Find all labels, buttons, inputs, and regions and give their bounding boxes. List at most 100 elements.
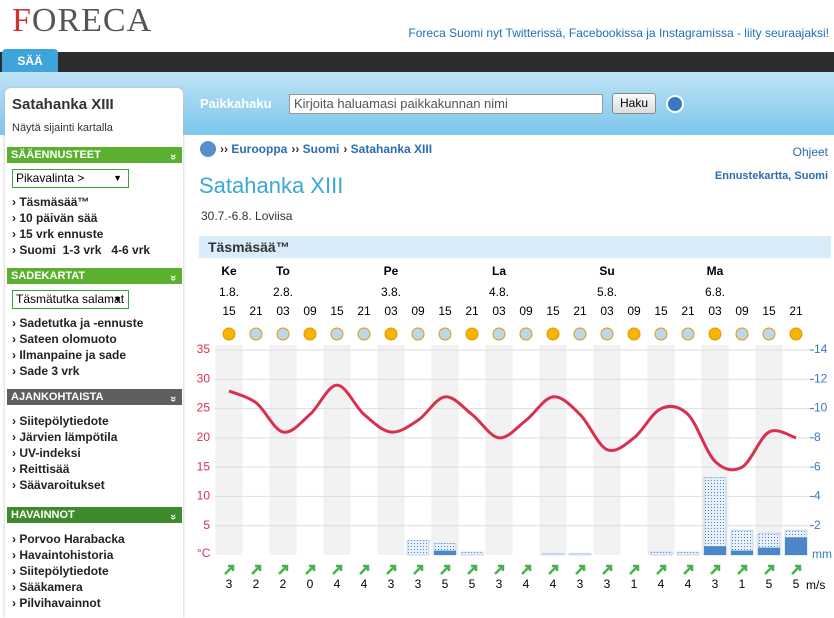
sidebar-link[interactable]: Siitepölytiedote — [12, 414, 108, 428]
wind-value: 5 — [793, 577, 800, 591]
y-tick-label: 30 — [197, 371, 211, 385]
weather-icon — [249, 327, 263, 341]
sidebar-link[interactable]: 15 vrk ennuste — [12, 227, 103, 241]
wind-value: 4 — [523, 577, 530, 591]
precip-bar — [785, 537, 807, 555]
sidebar-link[interactable]: Porvoo Harabacka — [12, 532, 124, 546]
weather-icon — [789, 327, 803, 341]
breadcrumb-link[interactable]: Eurooppa — [220, 142, 287, 156]
globe-icon — [200, 141, 216, 157]
precip-bar — [649, 551, 673, 556]
wind-arrow — [656, 564, 667, 575]
y2-tick-label: 2 — [814, 518, 821, 532]
map-link[interactable]: Näytä sijainti kartalla — [12, 122, 113, 134]
day-label: To — [276, 264, 290, 278]
y2-tick-label: 10 — [814, 401, 828, 415]
dropdown[interactable]: Pikavalinta > — [12, 169, 129, 188]
sidebar-link[interactable]: Havaintohistoria — [12, 548, 113, 562]
wind-arrow — [521, 564, 532, 575]
y-tick-label: 20 — [197, 430, 211, 444]
weather-icon — [303, 327, 317, 341]
day-label: Su — [599, 264, 614, 278]
chart-title: Täsmäsää™ — [199, 236, 831, 258]
sidebar-link[interactable]: Reittisää — [12, 462, 69, 476]
logo[interactable]: FORECA — [12, 2, 153, 39]
y-tick-label: 10 — [197, 489, 211, 503]
wind-value: 2 — [280, 577, 287, 591]
wind-value: 1 — [631, 577, 638, 591]
wind-unit: m/s — [806, 578, 825, 592]
x-tick-label: 09 — [627, 304, 641, 318]
wind-arrow — [737, 564, 748, 575]
sidebar-link[interactable]: Siitepölytiedote — [12, 564, 108, 578]
x-tick-label: 03 — [384, 304, 398, 318]
breadcrumb: Eurooppa Suomi Satahanka XIII — [220, 142, 436, 156]
y-unit: °C — [197, 546, 211, 560]
sidebar-link[interactable]: Sadetutka ja -ennuste — [12, 316, 143, 330]
precip-bar — [541, 553, 565, 556]
sidebar-link[interactable]: Sade 3 vrk — [12, 364, 79, 378]
sidebar-link[interactable]: Suomi 1-3 vrk 4-6 vrk — [12, 243, 150, 257]
wind-arrow — [791, 564, 802, 575]
search-input[interactable]: Kirjoita haluamasi paikkakunnan nimi — [289, 94, 603, 114]
breadcrumb-link[interactable]: Satahanka XIII — [343, 142, 432, 156]
day-label: La — [492, 264, 506, 278]
wind-value: 4 — [334, 577, 341, 591]
globe-icon[interactable] — [665, 94, 685, 114]
x-tick-label: 03 — [492, 304, 506, 318]
section-header[interactable]: SADEKARTAT — [7, 268, 182, 284]
wind-arrow — [440, 564, 451, 575]
wind-value: 4 — [550, 577, 557, 591]
x-tick-label: 15 — [330, 304, 344, 318]
section-header[interactable]: SÄÄENNUSTEET — [7, 147, 182, 163]
weather-icon — [681, 327, 695, 341]
map-link[interactable]: Ennustekartta, Suomi — [714, 170, 828, 182]
search-button[interactable]: Haku — [612, 93, 656, 114]
section-header[interactable]: AJANKOHTAISTA — [7, 389, 182, 405]
sidebar-link[interactable]: Ilmanpaine ja sade — [12, 348, 126, 362]
sidebar-link[interactable]: Sateen olomuoto — [12, 332, 116, 346]
sidebar-link[interactable]: Sääkamera — [12, 580, 82, 594]
x-tick-label: 21 — [465, 304, 479, 318]
precip-bar — [434, 550, 456, 555]
wind-arrow — [467, 564, 478, 575]
wind-arrow — [710, 564, 721, 575]
page-subtitle: 30.7.-6.8. Loviisa — [201, 209, 293, 223]
wind-arrow — [494, 564, 505, 575]
location-name: Satahanka XIII — [12, 96, 114, 113]
x-tick-label: 15 — [222, 304, 236, 318]
sidebar-link[interactable]: UV-indeksi — [12, 446, 80, 460]
section-header[interactable]: HAVAINNOT — [7, 507, 182, 523]
precip-bar — [704, 546, 726, 555]
weather-icon — [411, 327, 425, 341]
wind-value: 3 — [604, 577, 611, 591]
day-label: Ma — [707, 264, 724, 278]
y-tick-label: 25 — [197, 401, 211, 415]
breadcrumb-link[interactable]: Suomi — [291, 142, 339, 156]
date-label: 4.8. — [489, 285, 509, 299]
social-link[interactable]: Foreca Suomi nyt Twitterissä, Facebookis… — [408, 26, 829, 40]
nav-tab[interactable]: SÄÄ — [2, 49, 58, 72]
wind-value: 1 — [739, 577, 746, 591]
weather-icon — [492, 327, 506, 341]
x-tick-label: 21 — [573, 304, 587, 318]
weather-icon — [735, 327, 749, 341]
sidebar-link[interactable]: 10 päivän sää — [12, 211, 97, 225]
dropdown[interactable]: Täsmätutka salamat — [12, 290, 129, 309]
weather-icon — [708, 327, 722, 341]
sidebar-link[interactable]: Järvien lämpötila — [12, 430, 117, 444]
y2-tick-label: 4 — [814, 489, 821, 503]
wind-value: 2 — [253, 577, 260, 591]
sidebar-link[interactable]: Pilvihavainnot — [12, 596, 100, 610]
weather-icon — [438, 327, 452, 341]
sidebar-link[interactable]: Säävaroitukset — [12, 478, 104, 492]
x-tick-label: 15 — [546, 304, 560, 318]
help-link[interactable]: Ohjeet — [792, 145, 828, 159]
sidebar-link[interactable]: Täsmäsää™ — [12, 195, 89, 209]
x-tick-label: 15 — [762, 304, 776, 318]
date-label: 6.8. — [705, 285, 725, 299]
nav-bar — [0, 52, 834, 72]
day-label: Ke — [221, 264, 237, 278]
precip-bar — [703, 477, 727, 556]
